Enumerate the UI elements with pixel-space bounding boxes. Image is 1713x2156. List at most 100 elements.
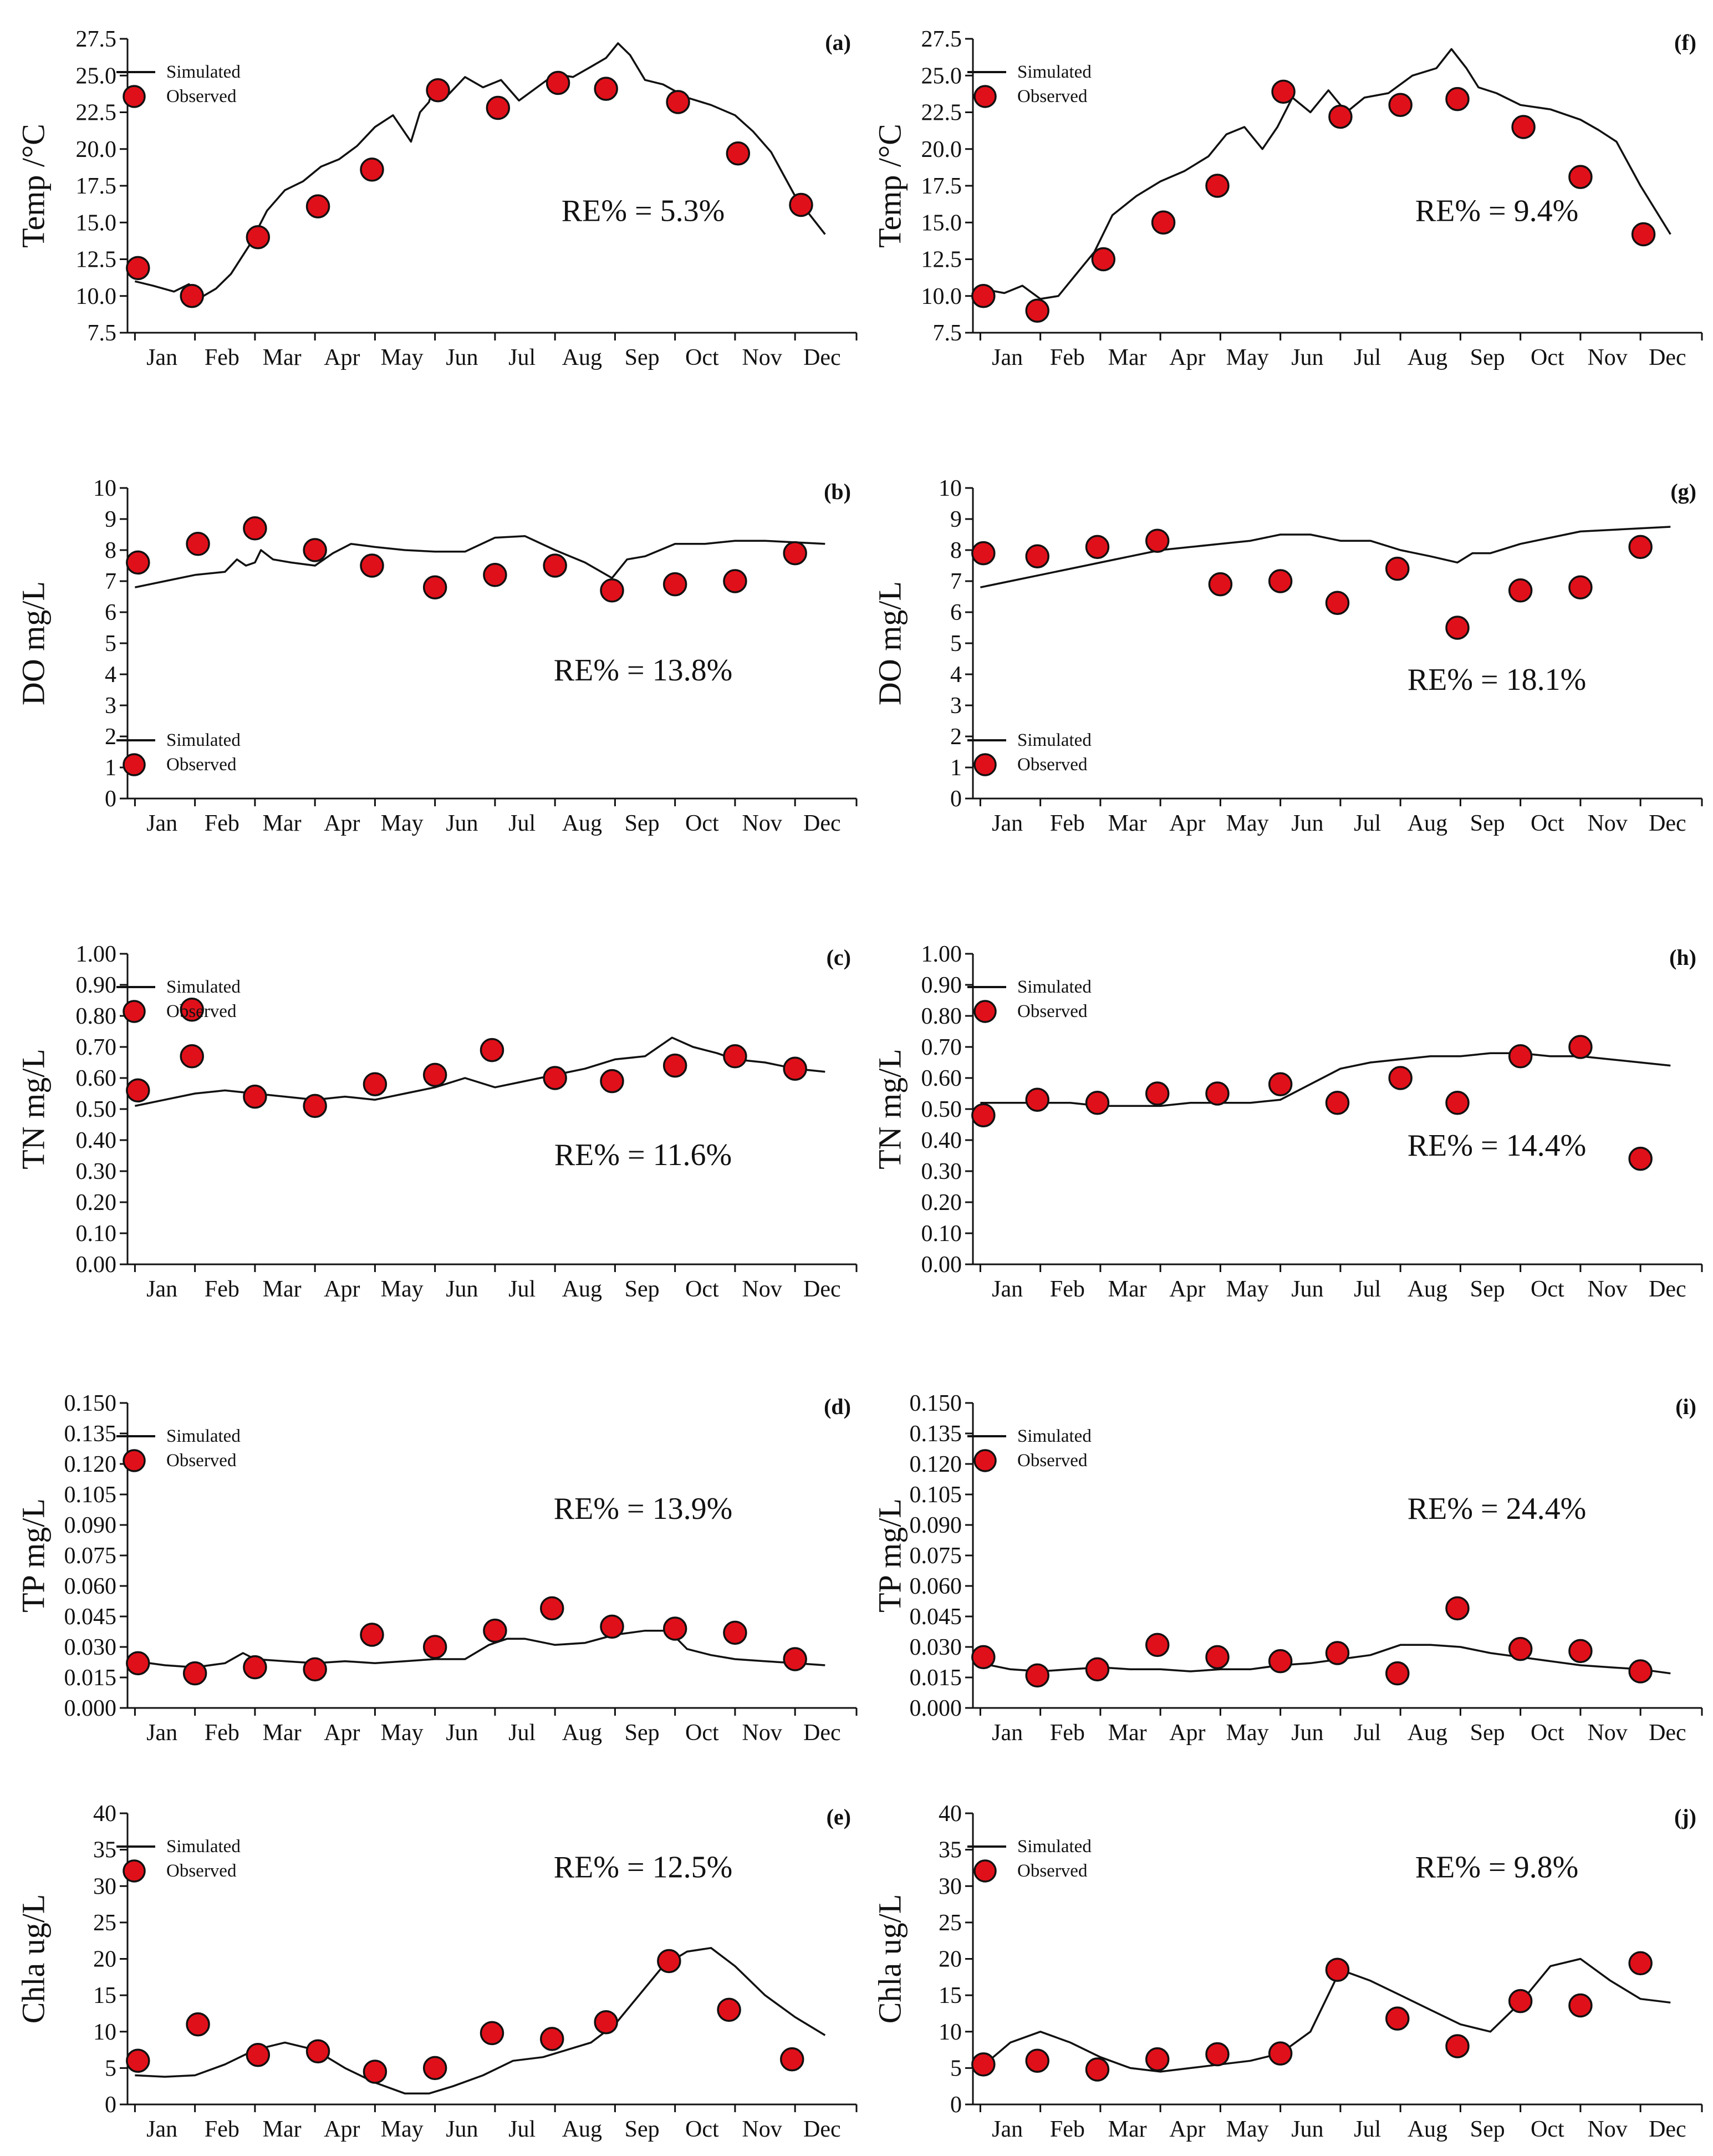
observed-point (480, 1038, 504, 1062)
observed-point (1268, 569, 1293, 593)
x-tick-label: Mar (263, 345, 302, 370)
simulated-line (980, 48, 1671, 300)
observed-point (783, 541, 807, 566)
y-tick-label: 10.0 (76, 284, 117, 309)
legend-observed-label: Observed (1017, 755, 1088, 775)
x-tick-label: Jan (992, 345, 1023, 370)
chart-panel-e: 0 5 10 15 20 25 30 35 40 Jan Feb Mar Apr May Jun Jul Aug… (16, 1801, 858, 2142)
y-tick-label: 0.60 (921, 1066, 962, 1091)
observed-point (1025, 298, 1049, 323)
x-tick-label: Jun (1291, 345, 1323, 370)
panel-label: (h) (1669, 945, 1696, 970)
y-tick-label: 0.030 (64, 1635, 117, 1660)
observed-point (126, 550, 150, 575)
legend-simulated-label: Simulated (166, 1837, 241, 1857)
observed-point (1385, 1661, 1410, 1686)
observed-point (1025, 1663, 1049, 1688)
x-tick-label: May (1226, 345, 1269, 370)
y-tick-label: 12.5 (921, 247, 962, 273)
x-tick-label: Jan (146, 811, 177, 836)
observed-point (303, 1657, 327, 1682)
observed-point (422, 2056, 447, 2081)
x-tick-label: Sep (1470, 811, 1505, 836)
re-annotation: RE% = 24.4% (1408, 1492, 1586, 1526)
y-tick-label: 0.015 (64, 1665, 117, 1691)
observed-point (1145, 528, 1170, 553)
y-tick-label: 0.060 (64, 1574, 117, 1599)
observed-point (1268, 1072, 1293, 1096)
observed-point (543, 1066, 567, 1090)
y-tick-label: 7 (950, 569, 962, 594)
legend: Simulated Observed (967, 1837, 1092, 1883)
x-tick-label: Oct (685, 811, 719, 836)
observed-point (1631, 222, 1656, 247)
observed-point (186, 532, 210, 556)
observed-point (1508, 578, 1533, 603)
x-tick-label: Jan (992, 811, 1023, 836)
y-tick-label: 15 (939, 1983, 962, 2008)
observed-point (243, 1084, 267, 1109)
observed-point (723, 569, 747, 593)
x-tick-label: Jan (146, 1720, 177, 1746)
legend-observed-label: Observed (166, 1861, 237, 1881)
y-tick-label: 0.40 (921, 1128, 962, 1153)
y-tick-label: 10 (939, 476, 962, 501)
x-tick-label: Jul (1354, 1277, 1381, 1302)
y-tick-label: 30 (93, 1874, 116, 1899)
observed-point (1025, 2048, 1049, 2073)
x-tick-label: Apr (324, 2117, 360, 2142)
x-tick-label: Feb (1050, 811, 1085, 836)
y-tick-label: 10 (93, 2020, 116, 2045)
re-annotation: RE% = 13.9% (554, 1492, 732, 1526)
x-tick-label: Nov (742, 1720, 782, 1746)
observed-point (246, 225, 271, 250)
y-axis-label: TN mg/L (872, 1049, 908, 1169)
legend-observed-label: Observed (166, 755, 237, 775)
observed-point (1025, 1087, 1049, 1112)
legend: Simulated Observed (967, 977, 1092, 1023)
x-tick-label: Jan (146, 345, 177, 370)
legend: Simulated Observed (116, 730, 241, 776)
legend-marker-swatch (123, 753, 146, 776)
y-tick-label: 25.0 (76, 63, 117, 89)
y-tick-label: 0 (105, 786, 116, 812)
x-tick-label: Nov (742, 2117, 782, 2142)
observed-point (1628, 535, 1653, 560)
re-annotation: RE% = 5.3% (562, 194, 725, 228)
observed-point (1628, 1146, 1653, 1171)
y-tick-label: 10.0 (921, 284, 962, 309)
observed-point (1271, 79, 1296, 104)
x-tick-label: Jan (146, 1277, 177, 1302)
legend: Simulated Observed (967, 730, 1092, 776)
y-tick-label: 40 (93, 1801, 116, 1827)
y-tick-label: 25.0 (921, 63, 962, 89)
observed-point (1568, 1035, 1593, 1059)
chart-panel-j: 0 5 10 15 20 25 30 35 40 Jan Feb Mar Apr May Jun Jul Aug… (872, 1801, 1703, 2142)
x-tick-label: Feb (1050, 345, 1085, 370)
y-tick-label: 35 (93, 1838, 116, 1863)
panel-label: (e) (827, 1804, 851, 1829)
observed-point (1628, 1659, 1653, 1684)
observed-point (1025, 544, 1049, 568)
observed-point (723, 1620, 747, 1645)
y-tick-label: 6 (105, 600, 116, 626)
observed-point (363, 1072, 388, 1096)
y-tick-label: 0.10 (76, 1221, 117, 1247)
legend-marker-swatch (123, 1000, 146, 1023)
observed-point (1568, 165, 1593, 189)
observed-point (971, 541, 996, 566)
x-tick-label: Oct (1531, 1277, 1564, 1302)
observed-point (594, 77, 618, 101)
y-axis-label: TN mg/L (16, 1049, 52, 1169)
y-tick-label: 3 (105, 693, 116, 719)
legend-simulated-label: Simulated (166, 62, 241, 82)
x-tick-label: Jul (1354, 345, 1381, 370)
x-tick-label: Jun (446, 1720, 478, 1746)
simulated-line (980, 1052, 1671, 1107)
x-tick-label: Apr (324, 1277, 360, 1302)
observed-point (1388, 1066, 1413, 1090)
observed-point (662, 1616, 687, 1641)
observed-point (666, 90, 690, 114)
x-tick-label: Aug (1408, 345, 1447, 370)
